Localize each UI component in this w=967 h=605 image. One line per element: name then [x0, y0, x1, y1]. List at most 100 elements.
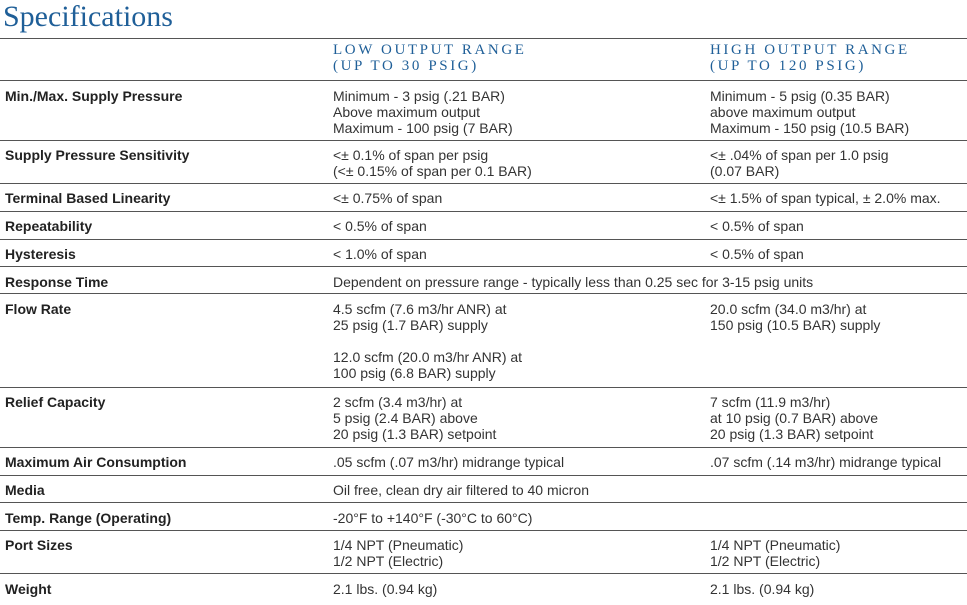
text-line: (<± 0.15% of span per 0.1 BAR): [333, 163, 532, 179]
text-line: 100 psig (6.8 BAR) supply: [333, 365, 496, 381]
rule: [0, 475, 967, 476]
row-label: Hysteresis: [5, 246, 76, 262]
cell: .07 scfm (.14 m3/hr) midrange typical: [710, 454, 941, 470]
text-line: at 10 psig (0.7 BAR) above: [710, 410, 879, 426]
rule: [0, 266, 967, 267]
text-line: < 1.0% of span: [333, 246, 427, 262]
text-line: <± 1.5% of span typical, ± 2.0% max.: [710, 190, 941, 206]
cell: 1/4 NPT (Pneumatic) 1/2 NPT (Electric): [710, 537, 840, 569]
cell: 2 scfm (3.4 m3/hr) at 5 psig (2.4 BAR) ab…: [333, 394, 496, 442]
text-line: Dependent on pressure range - typically …: [333, 274, 814, 290]
text-line: 150 psig (10.5 BAR) supply: [710, 317, 881, 333]
rule: [0, 140, 967, 141]
cell: Oil free, clean dry air filtered to 40 m…: [333, 482, 589, 498]
row-label: Supply Pressure Sensitivity: [5, 147, 190, 163]
cell: -20°F to +140°F (-30°C to 60°C): [333, 510, 532, 526]
cell: 1/4 NPT (Pneumatic) 1/2 NPT (Electric): [333, 537, 463, 569]
text-line: 4.5 scfm (7.6 m3/hr ANR) at: [333, 301, 507, 317]
cell: 2.1 lbs. (0.94 kg): [710, 581, 814, 597]
text-line: .07 scfm (.14 m3/hr) midrange typical: [710, 454, 942, 470]
row-label: Maximum Air Consumption: [5, 454, 187, 470]
text-line: Oil free, clean dry air filtered to 40 m…: [333, 482, 589, 498]
text-line: <± .04% of span per 1.0 psig: [710, 147, 889, 163]
text-line: < 0.5% of span: [710, 246, 804, 262]
text-line: <± 0.1% of span per psig: [333, 147, 489, 163]
rule: [0, 293, 967, 294]
cell: 2.1 lbs. (0.94 kg): [333, 581, 437, 597]
rule: [0, 573, 967, 574]
text-line: 12.0 scfm (20.0 m3/hr ANR) at: [333, 349, 523, 365]
text-line: 1/4 NPT (Pneumatic): [710, 537, 841, 553]
cell: .05 scfm (.07 m3/hr) midrange typical: [333, 454, 564, 470]
rule: [0, 447, 967, 448]
column-header: HIGH OUTPUT RANGE (UP TO 120 PSIG): [710, 42, 910, 74]
header-line: (UP TO 120 PSIG): [710, 58, 866, 74]
cell: <± 1.5% of span typical, ± 2.0% max.: [710, 190, 941, 206]
text-line: Minimum - 5 psig (0.35 BAR): [710, 88, 890, 104]
text-line: 1/4 NPT (Pneumatic): [333, 537, 464, 553]
row-label: Response Time: [5, 274, 109, 290]
paragraph: 20.0 scfm (34.0 m3/hr) at 150 psig (10.5 …: [710, 301, 880, 333]
text-line: < 0.5% of span: [710, 218, 804, 234]
cell: 4.5 scfm (7.6 m3/hr ANR) at 25 psig (1.7 …: [333, 301, 522, 381]
text-line: < 0.5% of span: [333, 218, 427, 234]
text-line: (0.07 BAR): [710, 163, 780, 179]
text-line: 1/2 NPT (Electric): [333, 553, 444, 569]
rule: [0, 239, 967, 240]
row-label: Flow Rate: [5, 301, 72, 317]
row-label: Relief Capacity: [5, 394, 106, 410]
text-line: above maximum output: [710, 104, 856, 120]
header-line: HIGH OUTPUT RANGE: [710, 42, 910, 58]
rule: [0, 80, 967, 81]
row-label: Port Sizes: [5, 537, 73, 553]
paragraph: 12.0 scfm (20.0 m3/hr ANR) at 100 psig (6…: [333, 349, 522, 381]
cell: Minimum - 3 psig (.21 BAR) Above maximum …: [333, 88, 513, 136]
text-line: Minimum - 3 psig (.21 BAR): [333, 88, 505, 104]
text-line: 1/2 NPT (Electric): [710, 553, 821, 569]
rule: [0, 502, 967, 503]
row-label: Repeatability: [5, 218, 93, 234]
rule: [0, 211, 967, 212]
cell: < 0.5% of span: [333, 218, 427, 234]
cell: <± .04% of span per 1.0 psig (0.07 BAR): [710, 147, 889, 179]
cell: 20.0 scfm (34.0 m3/hr) at 150 psig (10.5 …: [710, 301, 880, 333]
text-line: 2 scfm (3.4 m3/hr) at: [333, 394, 463, 410]
text-line: -20°F to +140°F (-30°C to 60°C): [333, 510, 533, 526]
text-line: 5 psig (2.4 BAR) above: [333, 410, 478, 426]
text-line: 25 psig (1.7 BAR) supply: [333, 317, 488, 333]
text-line: 20 psig (1.3 BAR) setpoint: [710, 426, 874, 442]
rule: [0, 38, 967, 39]
header-line: (UP TO 30 PSIG): [333, 58, 479, 74]
text-line: Above maximum output: [333, 104, 481, 120]
cell: <± 0.75% of span: [333, 190, 442, 206]
cell: < 1.0% of span: [333, 246, 427, 262]
text-line: 20 psig (1.3 BAR) setpoint: [333, 426, 497, 442]
text-line: 2.1 lbs. (0.94 kg): [710, 581, 815, 597]
paragraph: 4.5 scfm (7.6 m3/hr ANR) at 25 psig (1.7 …: [333, 301, 522, 333]
header-line: LOW OUTPUT RANGE: [333, 42, 527, 58]
cell: < 0.5% of span: [710, 246, 804, 262]
text-line: 20.0 scfm (34.0 m3/hr) at: [710, 301, 867, 317]
page-title: Specifications: [3, 0, 173, 33]
text-line: 7 scfm (11.9 m3/hr): [710, 394, 831, 410]
cell: < 0.5% of span: [710, 218, 804, 234]
text-line: .05 scfm (.07 m3/hr) midrange typical: [333, 454, 565, 470]
rule: [0, 530, 967, 531]
rule: [0, 183, 967, 184]
cell: <± 0.1% of span per psig (<± 0.15% of spa…: [333, 147, 532, 179]
rule: [0, 387, 967, 388]
row-label: Min./Max. Supply Pressure: [5, 88, 183, 104]
text-line: Maximum - 150 psig (10.5 BAR): [710, 120, 910, 136]
cell: Minimum - 5 psig (0.35 BAR) above maximum…: [710, 88, 909, 136]
row-label: Media: [5, 482, 45, 498]
row-label: Temp. Range (Operating): [5, 510, 172, 526]
cell: 7 scfm (11.9 m3/hr) at 10 psig (0.7 BAR) …: [710, 394, 878, 442]
text-line: Maximum - 100 psig (7 BAR): [333, 120, 513, 136]
cell: Dependent on pressure range - typically …: [333, 274, 813, 290]
text-line: 2.1 lbs. (0.94 kg): [333, 581, 438, 597]
row-label: Terminal Based Linearity: [5, 190, 171, 206]
column-header: LOW OUTPUT RANGE (UP TO 30 PSIG): [333, 42, 527, 74]
row-label: Weight: [5, 581, 52, 597]
text-line: <± 0.75% of span: [333, 190, 443, 206]
